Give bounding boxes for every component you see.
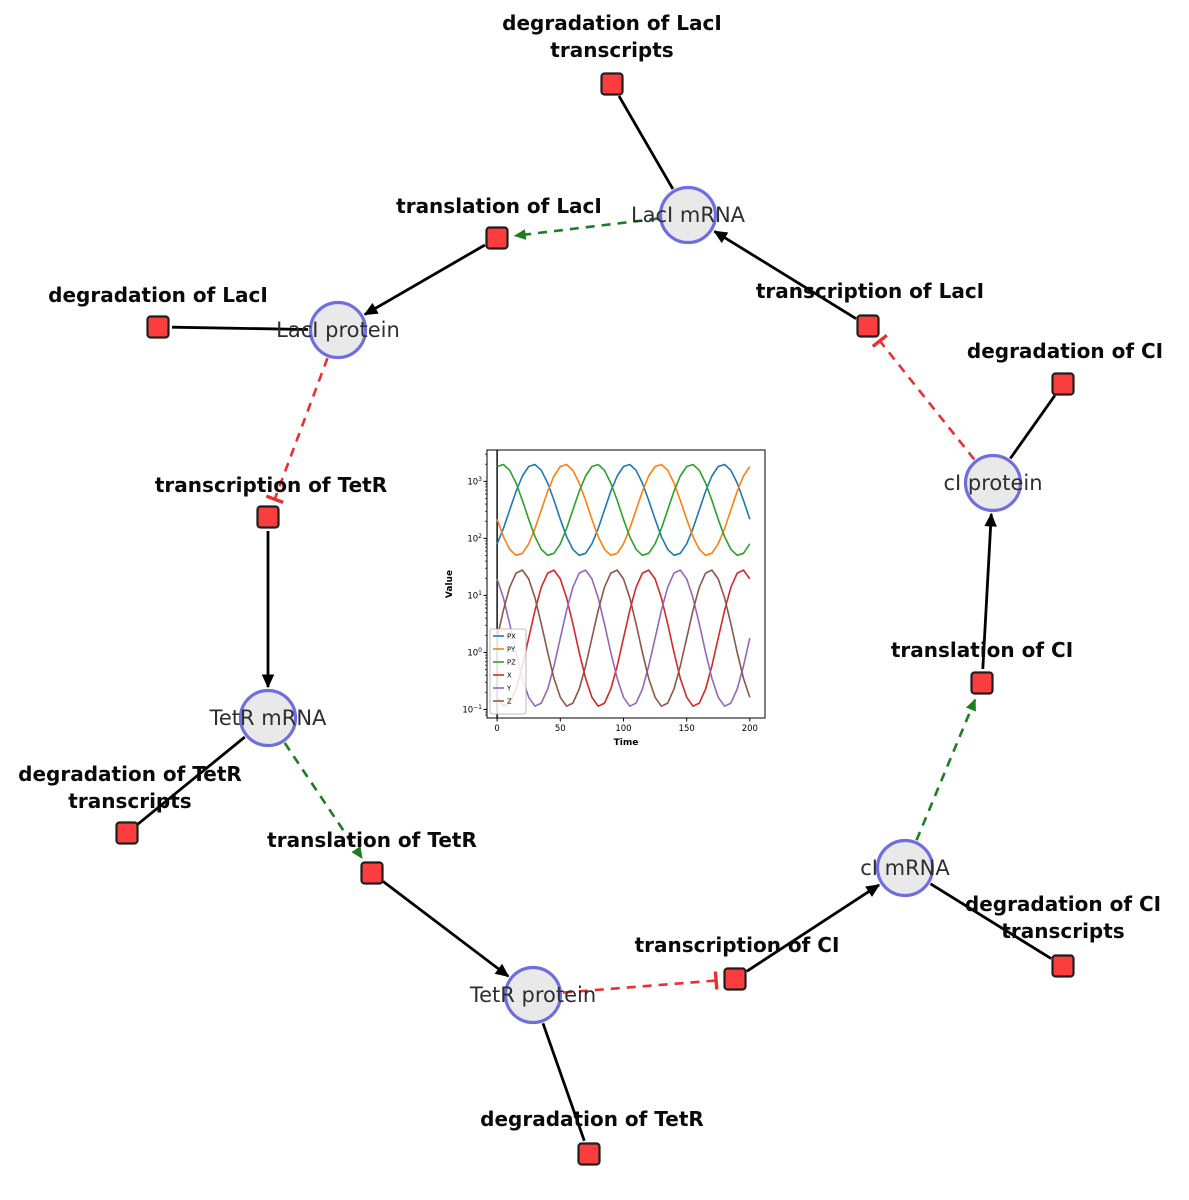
y-tick-label: 101 [467,590,482,602]
species-node-lacI_protein [308,300,368,360]
legend-label-PY: PY [507,646,516,654]
species-label-cI_protein: cI protein [943,471,1042,495]
edges-layer [136,95,1057,1142]
x-tick-label: 0 [494,724,499,734]
reaction-label-deg_lacI_tx: degradation of LacI transcripts [502,11,722,62]
reaction-label-deg_cI: degradation of CI [967,339,1163,363]
species-label-lacI_mRNA: LacI mRNA [631,203,746,227]
x-tick-label: 50 [555,724,566,734]
reaction-label-tl_cI: translation of CI [891,638,1073,662]
species-label-lacI_protein: LacI protein [276,318,400,342]
y-axis-label: Value [445,570,455,598]
edge-production-tl_tetR-tetR_protein [382,880,510,978]
edge-consumption-lacI_protein-deg_lacI [171,325,309,331]
species-node-lacI_mRNA [658,185,718,245]
legend-label-Z: Z [507,698,512,706]
reaction-label-tx_cI: transcription of CI [635,933,840,957]
species-node-cI_protein [963,453,1023,513]
nodes-layer [115,72,1075,1166]
edge-production-tl_lacI-lacI_protein [363,243,486,316]
y-tick-label: 100 [467,647,482,659]
reaction-node-tx_tetR [256,505,280,529]
species-node-tetR_protein [503,965,563,1025]
legend-box [489,628,527,715]
reaction-node-tx_lacI [856,314,880,338]
x-tick-label: 200 [742,724,758,734]
x-tick-label: 150 [679,724,695,734]
reaction-label-tl_lacI: translation of LacI [396,194,602,218]
species-label-cI_mRNA: cI mRNA [860,856,950,880]
legend-label-X: X [507,672,512,680]
series-line-X [496,569,751,708]
edge-production-tl_cI-cI_protein [981,512,997,670]
series-line-PY [496,463,751,557]
edge-modifier-lacI_mRNA-tl_lacI [513,217,659,240]
time-series-inset-chart: 0 50 100 150 200 10−1 100 101 102 103 Time Value PX P… [445,449,766,748]
reaction-node-tx_cI [723,967,747,991]
series-line-Z [496,569,751,708]
edge-consumption-tetR_mRNA-deg_tetR_tx [136,735,246,826]
reaction-label-tx_tetR: transcription of TetR [155,473,387,497]
series-line-PX [496,463,751,557]
reaction-node-tl_cI [970,671,994,695]
species-label-tetR_mRNA: TetR mRNA [209,706,327,730]
reaction-label-deg_tetR_tx: degradation of TetR transcripts [18,762,242,813]
edge-production-tx_cI-cI_mRNA [745,883,881,973]
reaction-label-tl_tetR: translation of TetR [267,828,477,852]
edge-inhibition-tetR_protein-tx_cI [562,971,719,994]
edge-consumption-lacI_mRNA-deg_lacI_tx [617,95,675,190]
legend-label-Y: Y [506,685,512,693]
reaction-node-deg_tetR [577,1142,601,1166]
reaction-node-deg_lacI_tx [600,72,624,96]
reaction-node-deg_tetR_tx [115,821,139,845]
series-line-PZ [496,463,751,557]
edge-modifier-cI_mRNA-tl_cI [915,698,977,841]
reaction-label-deg_cI_tx: degradation of CI transcripts [965,892,1161,943]
species-label-tetR_protein: TetR protein [469,983,596,1007]
labels-layer: degradation of LacI transcripts translatio… [18,11,1163,1131]
edge-consumption-tetR_protein-deg_tetR [541,1022,586,1142]
reaction-label-deg_lacI: degradation of LacI [48,283,268,307]
reaction-node-deg_cI [1051,372,1075,396]
x-tick-label: 100 [615,724,631,734]
edge-consumption-cI_mRNA-deg_cI_tx [929,882,1052,960]
legend-label-PX: PX [507,633,516,641]
edge-modifier-tetR_mRNA-tl_tetR [283,742,364,859]
y-tick-label: 103 [467,476,482,488]
y-tick-label: 10−1 [462,704,482,716]
edge-production-tx_lacI-lacI_mRNA [713,230,857,320]
y-tick-label: 102 [467,533,482,545]
reaction-label-deg_tetR: degradation of TetR [480,1107,704,1131]
species-node-tetR_mRNA [238,688,298,748]
legend-label-PZ: PZ [507,659,516,667]
edge-consumption-cI_protein-deg_cI [1009,394,1057,460]
x-axis-label: Time [614,738,639,748]
reaction-node-tl_tetR [360,861,384,885]
reaction-node-tl_lacI [485,226,509,250]
edge-inhibition-cI_protein-tx_lacI [871,333,976,461]
reaction-node-deg_cI_tx [1051,954,1075,978]
species-node-cI_mRNA [875,838,935,898]
series-line-Y [496,569,751,708]
reaction-label-tx_lacI: transcription of LacI [756,279,984,303]
reaction-node-deg_lacI [146,315,170,339]
